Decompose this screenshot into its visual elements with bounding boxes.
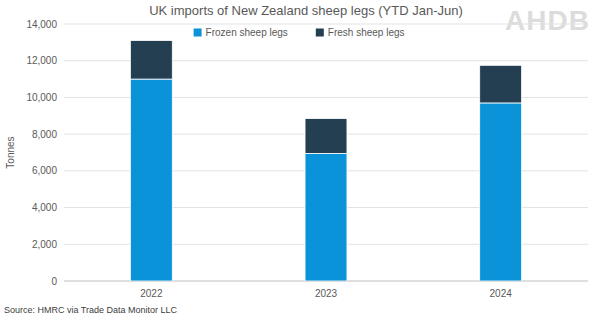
- bar-segment: [480, 65, 522, 103]
- source: Source: HMRC via Trade Data Monitor LLC: [4, 305, 178, 315]
- bars: [130, 41, 521, 281]
- x-tick-label: 2022: [140, 288, 163, 299]
- title: UK imports of New Zealand sheep legs (YT…: [149, 3, 463, 18]
- chart: AHDB UK imports of New Zealand sheep legs…: [0, 0, 602, 320]
- legend-swatch: [316, 29, 324, 37]
- x-tick-label: 2024: [490, 288, 513, 299]
- y-tick-label: 12,000: [26, 55, 57, 66]
- y-tick-label: 2,000: [32, 239, 57, 250]
- y-tick-label: 0: [51, 276, 57, 287]
- legend-swatch: [194, 29, 202, 37]
- logo: AHDB: [505, 5, 590, 36]
- bar-segment: [480, 103, 522, 281]
- x-tick-label: 2023: [315, 288, 338, 299]
- y-tick-label: 14,000: [26, 19, 57, 30]
- legend-label: Frozen sheep legs: [206, 27, 288, 38]
- legend-label: Fresh sheep legs: [328, 27, 405, 38]
- bar-segment: [130, 41, 172, 80]
- grid-line: [64, 24, 588, 25]
- y-tick-label: 6,000: [32, 165, 57, 176]
- bar-segment: [305, 119, 347, 154]
- y-tick-label: 10,000: [26, 92, 57, 103]
- y-tick-label: 4,000: [32, 202, 57, 213]
- legend: Frozen sheep legs Fresh sheep legs: [194, 27, 405, 38]
- y-axis-label: Tonnes: [5, 136, 16, 168]
- y-tick-label: 8,000: [32, 129, 57, 140]
- bar-segment: [130, 79, 172, 281]
- bar-segment: [305, 153, 347, 281]
